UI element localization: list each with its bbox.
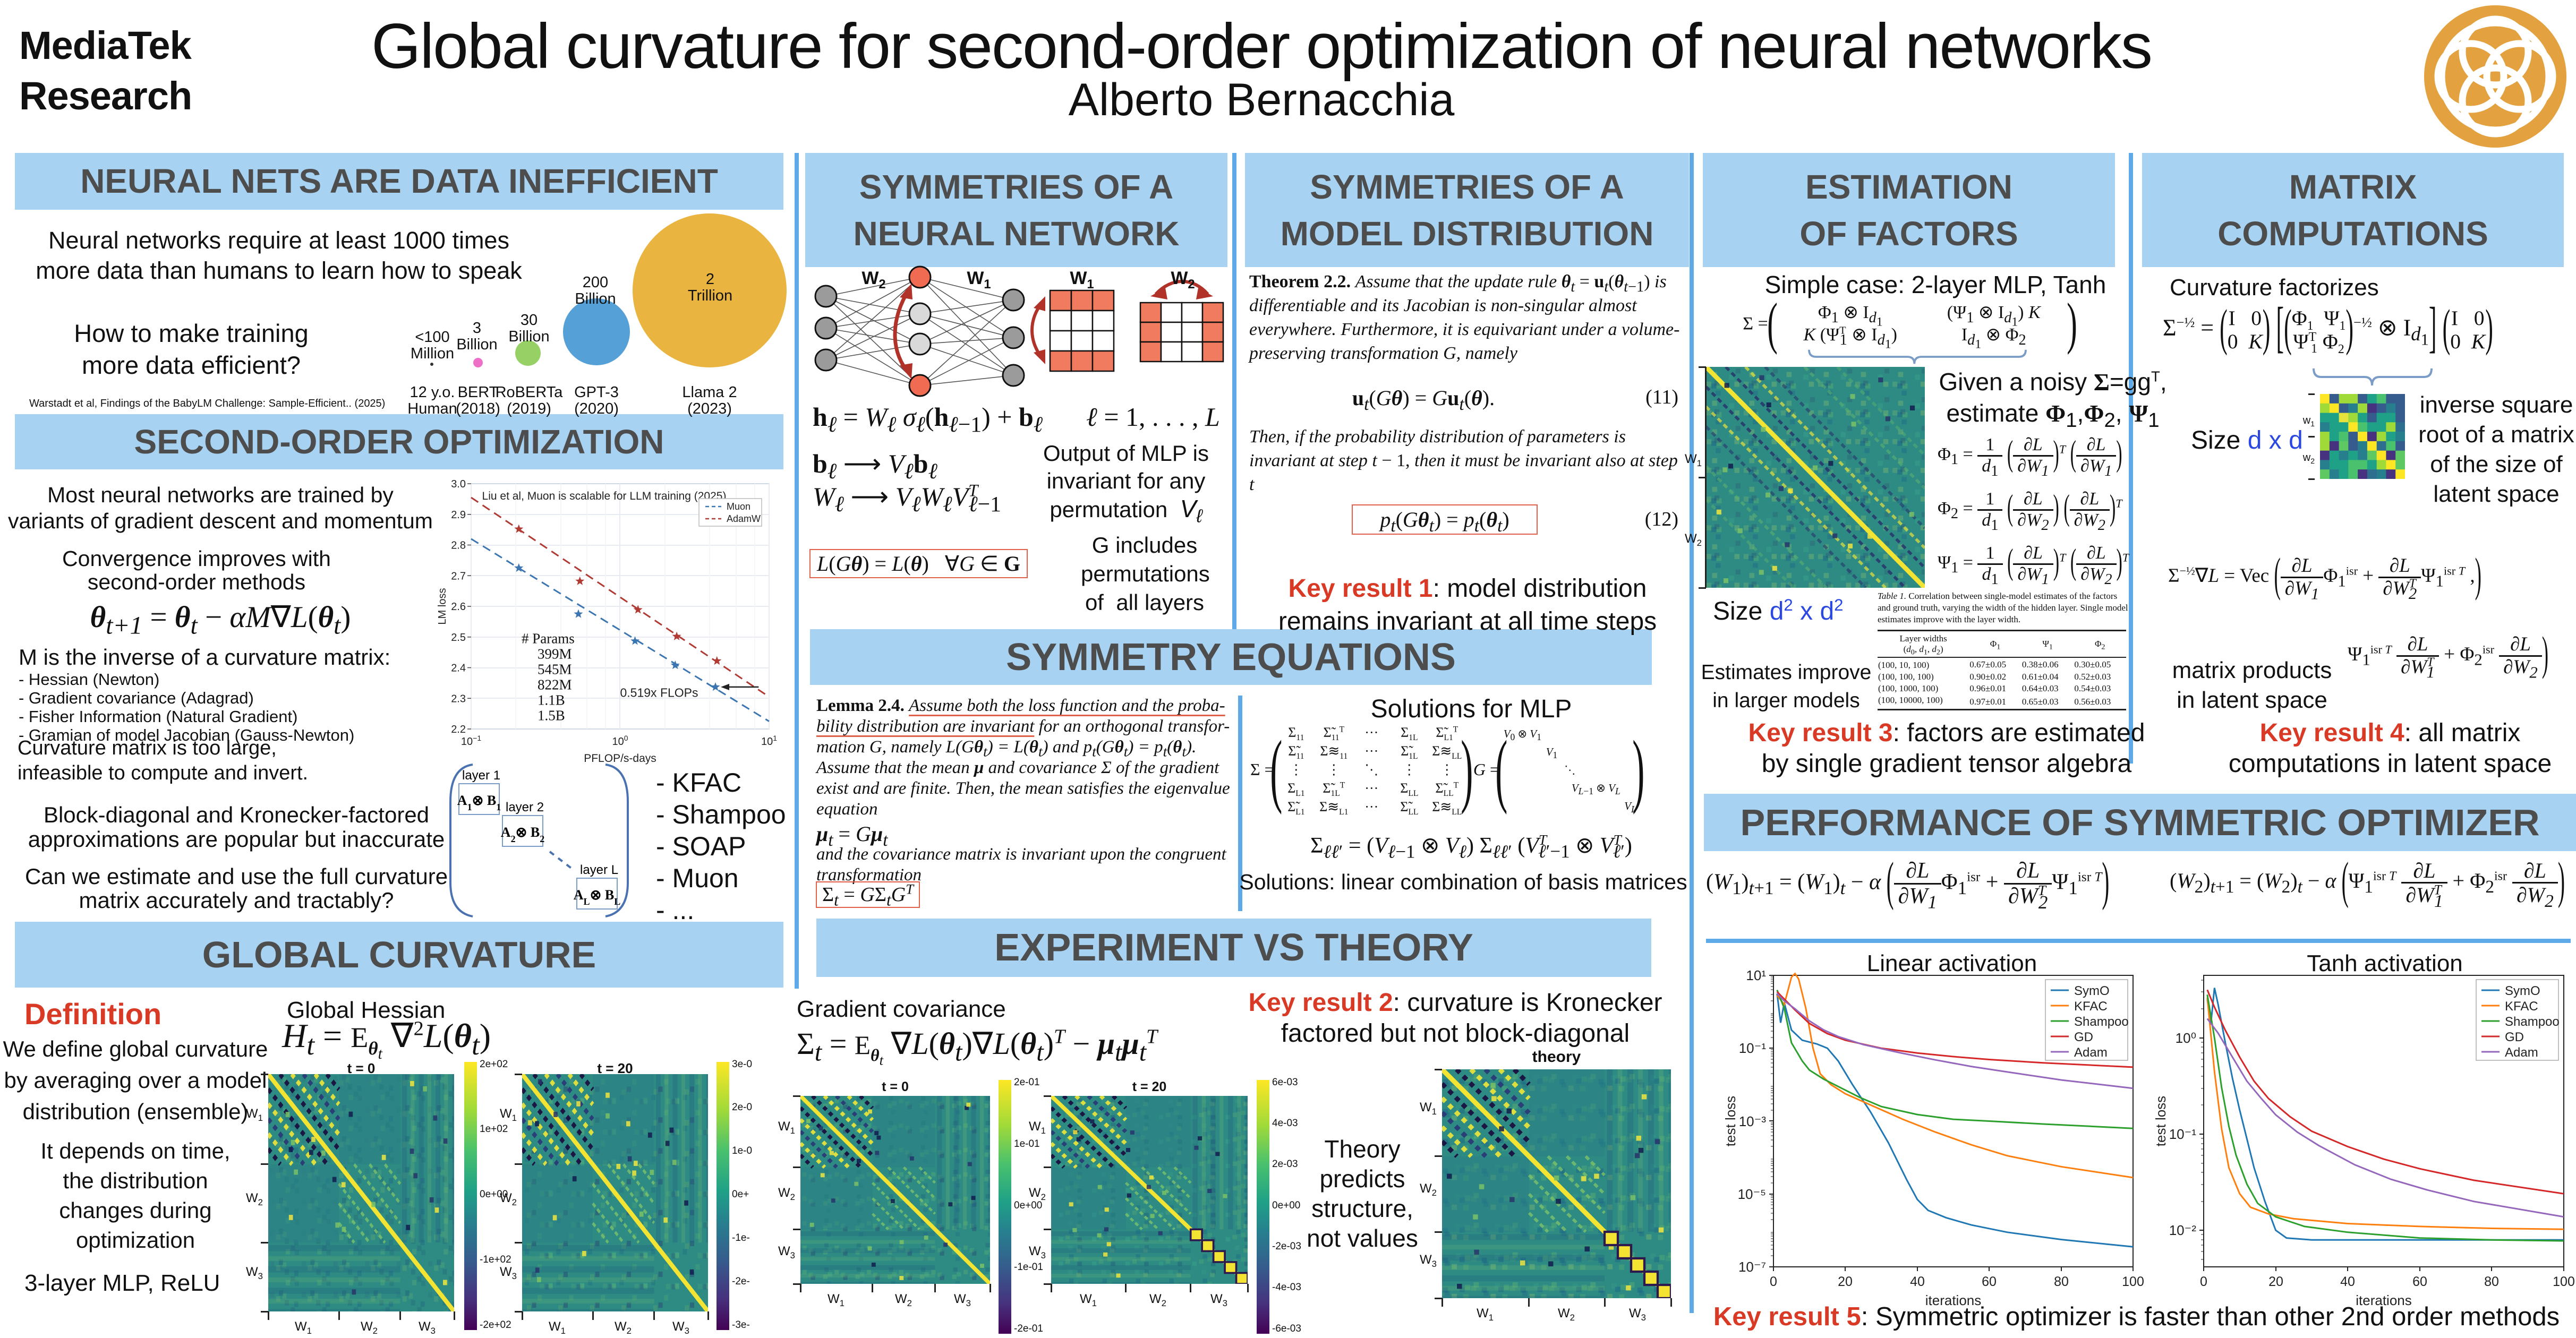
svg-text:Adam: Adam xyxy=(2505,1045,2538,1060)
svg-text:2.8: 2.8 xyxy=(451,540,466,552)
svg-text:80: 80 xyxy=(2054,1274,2069,1289)
svg-text:20: 20 xyxy=(2268,1274,2283,1289)
svg-text:SymO: SymO xyxy=(2074,984,2110,998)
svg-text:layer L: layer L xyxy=(580,863,618,877)
svg-text:2.4: 2.4 xyxy=(451,663,466,674)
svg-text:GD: GD xyxy=(2074,1030,2093,1044)
svg-text:test loss: test loss xyxy=(2153,1096,2169,1146)
svg-text:PFLOP/s-days: PFLOP/s-days xyxy=(584,752,656,765)
svg-text:10⁰: 10⁰ xyxy=(2176,1030,2196,1046)
svg-text:10⁻¹: 10⁻¹ xyxy=(2169,1126,2197,1142)
svg-text:LM loss: LM loss xyxy=(437,588,448,625)
svg-text:60: 60 xyxy=(1982,1274,1997,1289)
svg-text:iterations: iterations xyxy=(2356,1292,2412,1308)
svg-text:AdamW: AdamW xyxy=(727,513,761,524)
svg-text:1.5B: 1.5B xyxy=(538,707,565,723)
svg-text:3.0: 3.0 xyxy=(451,478,466,490)
svg-text:Shampoo: Shampoo xyxy=(2074,1015,2129,1029)
svg-text:2.6: 2.6 xyxy=(451,601,466,613)
svg-text:545M: 545M xyxy=(538,661,572,677)
svg-text:10−1: 10−1 xyxy=(461,734,481,748)
svg-text:KFAC: KFAC xyxy=(2074,999,2108,1014)
svg-text:10⁻¹: 10⁻¹ xyxy=(1739,1040,1767,1056)
svg-text:10⁻⁵: 10⁻⁵ xyxy=(1738,1186,1766,1202)
svg-text:test loss: test loss xyxy=(1722,1096,1738,1146)
svg-text:# Params: # Params xyxy=(522,630,575,646)
svg-text:399M: 399M xyxy=(538,646,572,662)
svg-text:2.2: 2.2 xyxy=(451,724,466,735)
svg-text:2.7: 2.7 xyxy=(451,570,466,582)
svg-text:822M: 822M xyxy=(538,676,572,692)
svg-text:GD: GD xyxy=(2505,1030,2524,1044)
svg-text:Muon: Muon xyxy=(727,501,750,512)
svg-text:40: 40 xyxy=(1910,1274,1925,1289)
svg-text:101: 101 xyxy=(761,734,777,748)
svg-text:layer 1: layer 1 xyxy=(462,768,500,783)
svg-text:60: 60 xyxy=(2412,1274,2427,1289)
svg-text:2.3: 2.3 xyxy=(451,693,466,705)
svg-text:10¹: 10¹ xyxy=(1746,967,1766,983)
svg-text:2.9: 2.9 xyxy=(451,509,466,521)
svg-text:layer 2: layer 2 xyxy=(506,800,544,814)
svg-text:0: 0 xyxy=(2200,1274,2207,1289)
svg-text:10⁻⁷: 10⁻⁷ xyxy=(1738,1259,1766,1275)
svg-text:10⁻³: 10⁻³ xyxy=(1739,1113,1767,1129)
svg-text:Liu et al, Muon is scalable fo: Liu et al, Muon is scalable for LLM trai… xyxy=(482,490,727,502)
svg-text:100: 100 xyxy=(612,734,628,748)
svg-text:1.1B: 1.1B xyxy=(538,692,565,708)
svg-text:iterations: iterations xyxy=(1925,1292,1982,1308)
svg-text:Adam: Adam xyxy=(2074,1045,2108,1060)
svg-text:SymO: SymO xyxy=(2505,984,2540,998)
svg-text:40: 40 xyxy=(2340,1274,2355,1289)
svg-text:20: 20 xyxy=(1838,1274,1853,1289)
svg-text:0.519x FLOPs: 0.519x FLOPs xyxy=(620,685,698,699)
svg-text:100: 100 xyxy=(2122,1274,2144,1289)
svg-text:KFAC: KFAC xyxy=(2505,999,2538,1014)
svg-text:Shampoo: Shampoo xyxy=(2505,1015,2560,1029)
svg-text:0: 0 xyxy=(1770,1274,1777,1289)
svg-text:2.5: 2.5 xyxy=(451,632,466,644)
svg-text:80: 80 xyxy=(2484,1274,2499,1289)
svg-text:10⁻²: 10⁻² xyxy=(2169,1222,2197,1238)
svg-text:100: 100 xyxy=(2553,1274,2575,1289)
